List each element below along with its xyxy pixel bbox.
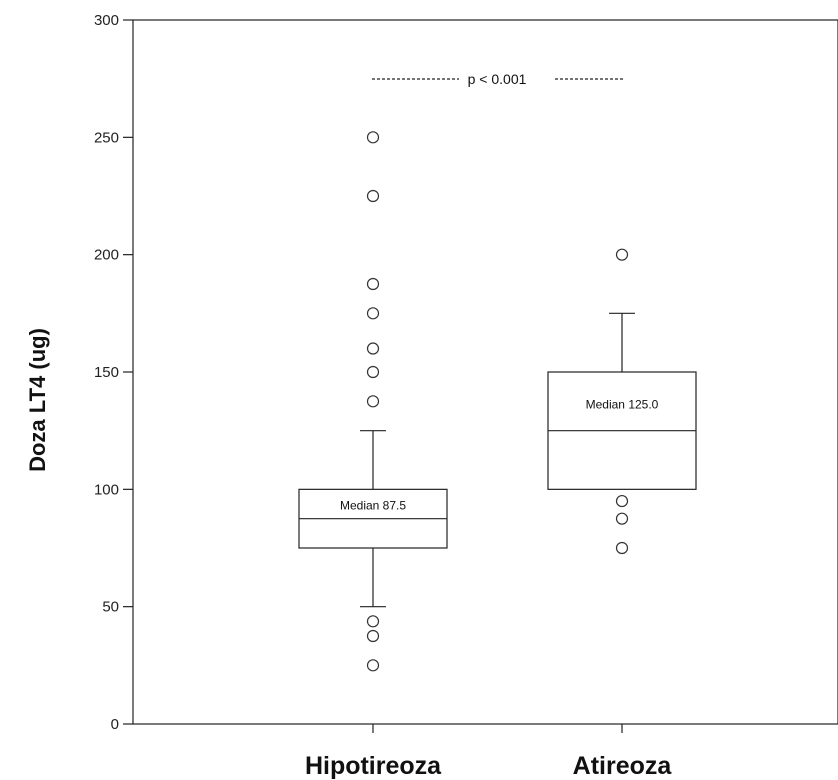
outlier-point [366, 659, 380, 672]
box-series: Median 87.5 Median 125.0 [298, 131, 697, 672]
y-tick-label: 300 [94, 12, 119, 29]
plot-area-frame [132, 19, 838, 725]
median-label: Median 125.0 [586, 397, 659, 411]
significance-text: p < 0.001 [468, 71, 527, 87]
outlier-point [366, 615, 380, 628]
y-tick-label: 250 [94, 129, 119, 146]
y-tick-label: 200 [94, 247, 119, 264]
outlier-point [366, 277, 380, 291]
outlier-point [366, 342, 380, 355]
box-atireoza: Median 125.0 [547, 248, 697, 555]
x-category-label: Atireoza [573, 752, 673, 780]
box-hipotireoza: Median 87.5 [298, 131, 448, 672]
outlier-point [615, 512, 629, 525]
y-axis: 0 50 100 150 200 250 300 [94, 12, 133, 733]
outlier-point [366, 629, 380, 643]
x-category-label: Hipotireoza [305, 752, 442, 780]
outlier-point [366, 131, 380, 144]
median-label: Median 87.5 [340, 498, 406, 512]
outlier-point [366, 307, 380, 320]
y-tick-label: 50 [102, 599, 119, 616]
outlier-point [366, 395, 380, 408]
x-axis-categories: Hipotireoza Atireoza [305, 724, 672, 780]
y-tick-label: 150 [94, 364, 119, 381]
outlier-point [615, 494, 629, 508]
outlier-point [366, 189, 380, 203]
significance-annotation: p < 0.001 [372, 71, 625, 87]
outlier-point [366, 365, 380, 379]
y-tick-label: 100 [94, 481, 119, 498]
y-tick-label: 0 [111, 716, 119, 733]
y-axis-label: Doza LT4 (ug) [25, 328, 50, 472]
outlier-point [615, 541, 629, 555]
outlier-point [615, 248, 629, 261]
